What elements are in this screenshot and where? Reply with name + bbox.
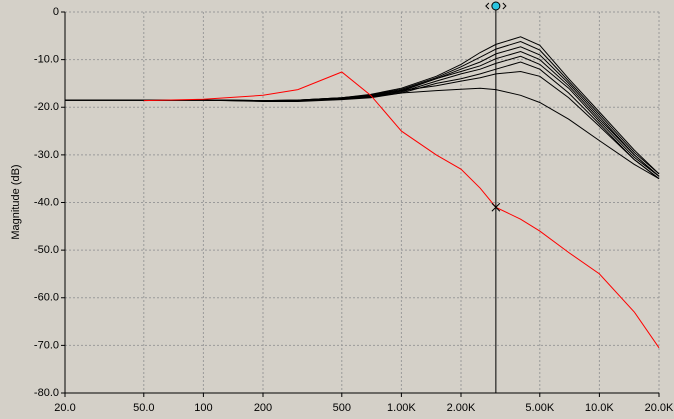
series-line <box>65 87 660 180</box>
y-tick-label: -10.0 <box>34 54 59 66</box>
x-tick-label: 20.0K <box>645 402 674 414</box>
x-tick-label: 20.0 <box>54 402 75 414</box>
y-tick-label: -50.0 <box>34 244 59 256</box>
y-axis-label: Magnitude (dB) <box>10 164 22 239</box>
x-tick-label: 200 <box>254 402 272 414</box>
y-tick-label: -60.0 <box>34 292 59 304</box>
x-tick-label: 1.00K <box>387 402 416 414</box>
x-tick-label: 2.00K <box>447 402 476 414</box>
cursor-marker <box>491 202 501 212</box>
x-tick-label: 10.0K <box>585 402 614 414</box>
y-tick-label: -80.0 <box>34 387 59 399</box>
x-tick-label: 50.0 <box>133 402 154 414</box>
y-tick-label: -20.0 <box>34 101 59 113</box>
cursor-handle <box>491 1 501 11</box>
x-tick-label: 100 <box>194 402 212 414</box>
series-line <box>143 71 660 349</box>
cursor-arrows <box>485 2 507 10</box>
y-tick-label: 0 <box>53 6 59 18</box>
x-tick-label: 5.00K <box>525 402 554 414</box>
y-tick-label: -70.0 <box>34 339 59 351</box>
y-tick-label: -40.0 <box>34 196 59 208</box>
y-tick-label: -30.0 <box>34 149 59 161</box>
x-tick-label: 500 <box>333 402 351 414</box>
